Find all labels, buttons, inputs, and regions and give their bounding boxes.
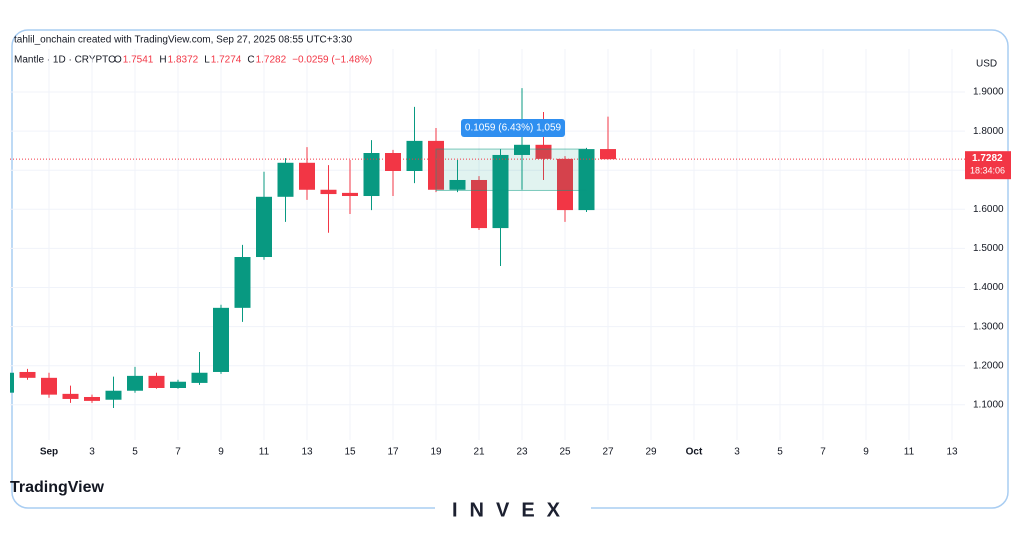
measure-label: 0.1059 (6.43%) 1,059 xyxy=(465,123,562,134)
brand: TradingView xyxy=(10,479,105,496)
countdown: 18:34:06 xyxy=(970,166,1005,176)
x-tick-label: Sep xyxy=(40,447,58,458)
x-tick-label: 25 xyxy=(559,447,571,458)
x-tick-label: 11 xyxy=(259,447,270,458)
y-tick-label: 1.4000 xyxy=(973,282,1004,293)
candle-body xyxy=(385,153,401,171)
legend-change: −0.0259 (−1.48%) xyxy=(292,55,372,66)
candle-body xyxy=(406,140,423,171)
y-tick-label: 1.8000 xyxy=(973,126,1004,137)
x-tick-label: 9 xyxy=(218,447,224,458)
x-tick-label: 7 xyxy=(175,447,181,458)
watermark: INVEX xyxy=(452,499,572,521)
y-tick-label: 1.9000 xyxy=(973,87,1004,98)
legend-key: L xyxy=(204,55,210,66)
x-tick-label: 27 xyxy=(602,447,614,458)
y-tick-label: 1.3000 xyxy=(973,321,1004,332)
x-tick-label: 3 xyxy=(734,447,740,458)
attribution: tahlil_onchain created with TradingView.… xyxy=(14,35,353,46)
candle-body xyxy=(535,144,552,159)
candle-body xyxy=(234,257,251,308)
legend-value: 1.7274 xyxy=(211,55,242,66)
x-tick-label: 13 xyxy=(946,447,958,458)
candle-body xyxy=(62,393,79,399)
candle-body xyxy=(514,144,530,155)
x-tick-label: 15 xyxy=(344,447,356,458)
candle-body xyxy=(320,189,337,195)
x-tick-label: 3 xyxy=(89,447,95,458)
candle-body xyxy=(84,396,100,401)
candle-body xyxy=(213,307,229,372)
watermark-bg xyxy=(435,506,591,520)
symbol: Mantle · 1D · CRYPTO xyxy=(14,55,116,66)
candle-body xyxy=(10,372,14,393)
x-tick-label: 21 xyxy=(473,447,485,458)
legend: O 1.7541 H 1.8372 L 1.7274 C 1.7282 −0.0259 (−1.… xyxy=(114,55,372,66)
grid xyxy=(10,49,965,440)
x-tick-label: 11 xyxy=(904,447,915,458)
y-tick-label: 1.5000 xyxy=(973,243,1004,254)
legend-value: 1.7541 xyxy=(123,55,154,66)
legend-key: O xyxy=(114,55,122,66)
x-tick-label: 19 xyxy=(430,447,442,458)
candle-body xyxy=(148,375,165,388)
candle-body xyxy=(342,192,358,197)
x-tick-label: 9 xyxy=(863,447,869,458)
candle-body xyxy=(600,149,616,160)
x-tick-label: 23 xyxy=(516,447,528,458)
legend-key: C xyxy=(247,55,254,66)
plot xyxy=(10,88,616,408)
last-price-label: 1.7282 xyxy=(972,153,1003,164)
legend-value: 1.8372 xyxy=(168,55,199,66)
y-tick-label: 1.2000 xyxy=(973,360,1004,371)
candle-body xyxy=(256,196,272,258)
legend-value: 1.7282 xyxy=(256,55,287,66)
candle-body xyxy=(170,381,186,388)
candle-body xyxy=(19,371,36,378)
legend-key: H xyxy=(159,55,166,66)
x-tick-label: 17 xyxy=(387,447,399,458)
last-price-box xyxy=(965,151,1011,180)
x-tick-label: 7 xyxy=(820,447,826,458)
candle-body xyxy=(127,375,143,391)
frame xyxy=(11,29,1009,509)
x-tick-label: 5 xyxy=(132,447,138,458)
y-tick-label: 1.6000 xyxy=(973,204,1004,215)
currency: USD xyxy=(976,59,997,70)
candle-body xyxy=(557,158,573,211)
x-tick-label: 5 xyxy=(777,447,783,458)
candle-body xyxy=(105,390,122,400)
y-tick-label: 1.1000 xyxy=(973,399,1004,410)
candle-body xyxy=(449,179,466,190)
candle-body xyxy=(471,179,487,229)
measure-box xyxy=(435,148,587,191)
x-tick-label: Oct xyxy=(686,447,703,458)
measure-label-bg xyxy=(461,119,565,138)
candle-body xyxy=(191,372,208,383)
candle-body xyxy=(41,377,57,395)
candle-body xyxy=(299,162,315,190)
candle-body xyxy=(277,162,294,197)
candle-body xyxy=(363,153,380,197)
x-tick-label: 13 xyxy=(301,447,313,458)
x-tick-label: 29 xyxy=(645,447,657,458)
candle-body xyxy=(492,154,509,229)
